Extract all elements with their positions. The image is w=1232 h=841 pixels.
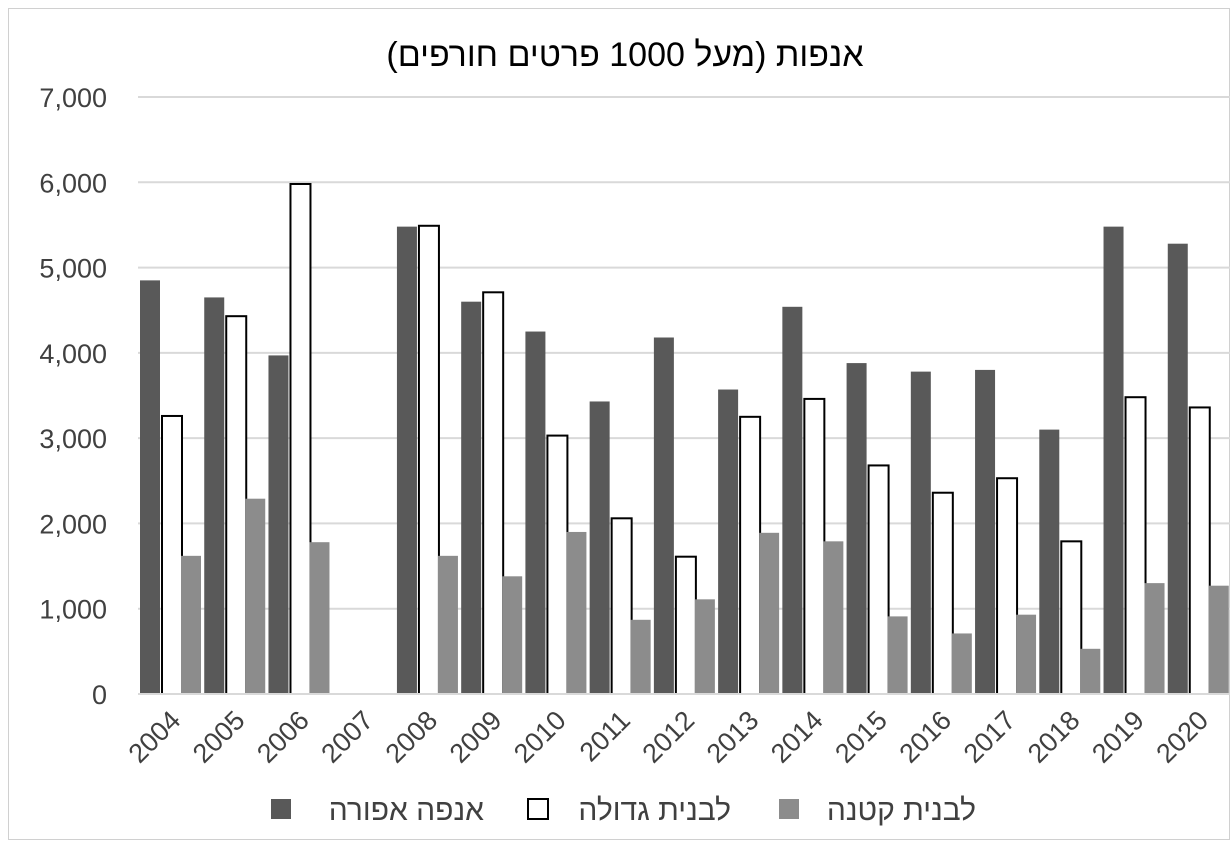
legend-label: לבנית קטנה <box>827 794 976 827</box>
bar-2020-series-3 <box>1208 585 1229 694</box>
bar-2010-series-3 <box>566 531 587 694</box>
bar-2006-series-2 <box>289 182 312 695</box>
bar-2005-series-2 <box>225 315 248 695</box>
bar-2013-series-2 <box>739 415 762 695</box>
bar-2012-series-2 <box>674 555 697 695</box>
bar-2019-series-1 <box>1103 226 1124 695</box>
x-tick-label: 2008 <box>380 705 444 769</box>
bar-2008-series-2 <box>417 224 440 695</box>
bars <box>140 182 1229 696</box>
bar-2016-series-2 <box>931 491 954 695</box>
x-tick-label: 2009 <box>444 705 508 769</box>
bar-2012-series-3 <box>694 599 715 694</box>
x-tick-label: 2013 <box>701 705 765 769</box>
bar-2018-series-2 <box>1060 540 1083 695</box>
bar-2017-series-2 <box>996 477 1019 695</box>
bar-2005-series-1 <box>204 297 225 694</box>
chart-title: אנפות (מעל 1000 פרטים חורפים) <box>386 36 863 74</box>
bar-2018-series-3 <box>1080 648 1101 694</box>
bar-2009-series-3 <box>502 576 523 694</box>
bar-2014-series-1 <box>782 306 803 694</box>
bar-2014-series-3 <box>823 541 844 694</box>
bar-2013-series-3 <box>759 532 780 694</box>
y-axis: 0 1,000 2,000 3,000 4,000 5,000 6,000 7,000 <box>39 83 107 710</box>
legend: אנפה אפורה לבנית גדולה לבנית קטנה <box>271 794 976 827</box>
legend-item: לבנית קטנה <box>779 794 976 827</box>
bar-2011-series-2 <box>610 517 633 695</box>
bar-2010-series-1 <box>525 331 546 694</box>
x-tick-label: 2010 <box>508 705 572 769</box>
x-tick-label: 2012 <box>637 705 701 769</box>
bar-2004-series-1 <box>140 280 160 694</box>
legend-label: לבנית גדולה <box>578 794 731 827</box>
bar-2016-series-1 <box>910 371 931 694</box>
x-tick-label: 2006 <box>251 705 315 769</box>
bar-2012-series-1 <box>653 337 674 694</box>
bar-2010-series-2 <box>546 434 569 695</box>
legend-item: לבנית גדולה <box>527 794 731 827</box>
legend-item: אנפה אפורה <box>271 794 484 827</box>
y-tick-label: 1,000 <box>39 595 107 625</box>
y-tick-label: 3,000 <box>39 424 107 454</box>
y-tick-label: 0 <box>92 680 107 710</box>
y-tick-label: 7,000 <box>39 83 107 113</box>
bar-2018-series-1 <box>1039 429 1060 694</box>
chart-frame <box>8 8 1230 840</box>
bar-2004-series-2 <box>161 414 183 695</box>
x-tick-label: 2016 <box>893 705 957 769</box>
legend-swatch <box>779 799 799 819</box>
bar-2019-series-3 <box>1144 583 1165 694</box>
x-tick-label: 2015 <box>829 705 893 769</box>
y-tick-label: 6,000 <box>39 168 107 198</box>
y-tick-label: 5,000 <box>39 254 107 284</box>
x-tick-label: 2020 <box>1150 705 1214 769</box>
bar-2006-series-1 <box>268 355 289 694</box>
bar-2019-series-2 <box>1124 396 1147 695</box>
bar-2009-series-2 <box>482 291 505 695</box>
bar-2017-series-1 <box>975 369 996 694</box>
x-tick-label: 2005 <box>187 705 251 769</box>
x-tick-label: 2018 <box>1022 705 1086 769</box>
x-tick-label: 2017 <box>958 705 1022 769</box>
x-axis: 2004 2005 2006 2007 2008 2009 2010 2011 2012 2013… <box>123 705 1214 769</box>
legend-swatch <box>527 798 549 820</box>
bar-2014-series-2 <box>803 397 826 695</box>
y-tick-label: 4,000 <box>39 339 107 369</box>
bar-2020-series-2 <box>1188 406 1211 695</box>
x-tick-label: 2011 <box>574 705 636 767</box>
bar-2004-series-3 <box>181 555 201 694</box>
y-tick-label: 2,000 <box>39 509 107 539</box>
bar-2011-series-1 <box>589 401 610 694</box>
bar-2015-series-3 <box>887 616 908 694</box>
bar-2013-series-1 <box>718 389 739 694</box>
bar-2008-series-1 <box>396 226 417 695</box>
x-tick-label: 2007 <box>315 705 379 769</box>
bar-2015-series-1 <box>846 363 867 694</box>
bar-2008-series-3 <box>437 555 458 694</box>
bar-2011-series-3 <box>630 619 651 694</box>
legend-label: אנפה אפורה <box>329 794 484 827</box>
bar-2006-series-3 <box>309 542 330 694</box>
bar-2016-series-3 <box>951 633 972 694</box>
bar-2005-series-3 <box>245 498 266 694</box>
x-tick-label: 2004 <box>123 705 187 769</box>
bar-2015-series-2 <box>867 464 890 696</box>
x-tick-label: 2014 <box>765 705 829 769</box>
x-tick-label: 2019 <box>1086 705 1150 769</box>
bar-2017-series-3 <box>1016 614 1037 694</box>
legend-swatch <box>271 799 291 819</box>
bar-2009-series-1 <box>461 301 482 694</box>
bar-2020-series-1 <box>1167 243 1188 695</box>
